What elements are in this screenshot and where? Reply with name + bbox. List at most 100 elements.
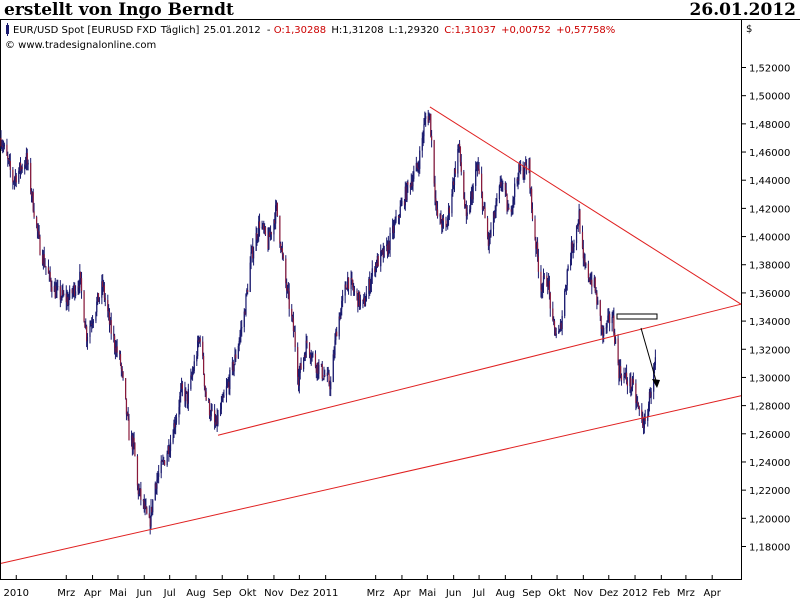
candle-body <box>50 279 52 288</box>
y-tick-label: 1,40000 <box>749 233 790 244</box>
candle-body <box>531 188 533 210</box>
candle-body <box>91 323 93 325</box>
candle-body <box>19 162 21 171</box>
candle-body <box>104 297 106 301</box>
candle-body <box>31 192 33 196</box>
candle-body <box>241 327 243 329</box>
candle-body <box>359 299 362 307</box>
candle-body <box>172 437 174 443</box>
candle-body <box>72 290 74 294</box>
x-tick-label: Jul <box>472 588 485 599</box>
candle-body <box>85 326 87 328</box>
candle-body <box>487 236 489 246</box>
candle-body <box>86 336 89 342</box>
candle-body <box>114 347 117 353</box>
candle-body <box>447 207 450 219</box>
x-tick-label: 2012 <box>622 588 647 599</box>
candle-body <box>60 297 62 300</box>
candle-body <box>166 453 168 466</box>
candle-body <box>629 377 631 387</box>
candle-body <box>464 205 467 207</box>
candle-body <box>208 400 211 416</box>
candle-body <box>173 423 175 438</box>
candle-body <box>149 517 151 527</box>
candle-body <box>113 333 115 336</box>
candle-body <box>400 204 402 207</box>
candle-body <box>315 366 317 373</box>
candle-body <box>253 250 255 259</box>
candle-body <box>320 364 323 365</box>
candle-body <box>78 286 80 288</box>
y-tick-label: 1,22000 <box>749 486 790 497</box>
candle-body <box>614 332 616 344</box>
candle-body <box>238 340 240 346</box>
candle-body <box>483 206 485 208</box>
candle-body <box>513 196 515 200</box>
candle-body <box>476 164 478 169</box>
candle-body <box>318 364 320 374</box>
candle-body <box>180 383 183 390</box>
candle-body <box>256 233 258 240</box>
candle-body <box>416 163 418 168</box>
candle-body <box>358 291 360 307</box>
candle-body <box>96 301 98 313</box>
candle-body <box>239 334 241 341</box>
candle-body <box>654 357 656 365</box>
candle-body <box>262 224 264 227</box>
candle-body <box>445 220 447 227</box>
info-change-pct: +0,57758% <box>556 25 615 36</box>
candle-body <box>190 375 192 390</box>
candle-body <box>140 488 142 500</box>
candle-body <box>119 354 122 365</box>
candle-body <box>647 415 649 421</box>
candle-body <box>136 456 139 486</box>
candle-body <box>540 271 542 290</box>
candle-body <box>427 116 429 123</box>
candle-body <box>507 207 509 212</box>
candle-body <box>341 300 343 309</box>
candle-body <box>459 146 462 163</box>
candle-body <box>603 327 605 337</box>
candle-body <box>593 277 595 287</box>
candle-body <box>125 378 127 399</box>
candle-body <box>536 242 539 257</box>
candle-body <box>577 224 579 227</box>
candle-body <box>434 183 436 199</box>
candle-body <box>486 218 489 237</box>
candle-body <box>327 372 329 374</box>
candle-body <box>20 166 22 171</box>
candle-body <box>584 260 586 266</box>
candle-body <box>240 328 242 335</box>
candle-body <box>38 231 40 237</box>
candle-body <box>358 291 361 307</box>
y-tick-label: 1,36000 <box>749 289 790 300</box>
candle-body <box>589 279 591 284</box>
candle-body <box>643 417 645 429</box>
candle-body <box>303 357 305 370</box>
candle-body <box>8 158 10 160</box>
candle-body <box>529 159 531 189</box>
candle-body <box>631 379 634 389</box>
candle-body <box>460 162 462 172</box>
candle-body <box>267 234 269 249</box>
candle-body <box>452 181 454 195</box>
candle-body <box>245 294 247 315</box>
candle-body <box>36 216 38 225</box>
candle-body <box>137 485 139 495</box>
x-tick-label: Aug <box>186 588 206 599</box>
candle-body <box>423 124 425 137</box>
candle-body <box>591 279 593 287</box>
candle-body <box>571 242 573 252</box>
candle-body <box>61 289 63 298</box>
candle-body <box>587 263 590 278</box>
candle-body <box>179 396 181 408</box>
candle-body <box>47 267 50 274</box>
candle-body <box>364 297 366 306</box>
candle-body <box>620 375 623 381</box>
candle-body <box>369 278 371 291</box>
candle-body <box>2 146 5 148</box>
candle-body <box>330 382 332 390</box>
candle-body <box>9 160 11 170</box>
candle-body <box>518 164 520 181</box>
